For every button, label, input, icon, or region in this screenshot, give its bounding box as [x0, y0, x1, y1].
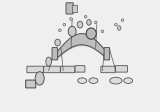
Circle shape: [59, 29, 61, 32]
FancyBboxPatch shape: [52, 48, 58, 60]
Ellipse shape: [124, 78, 133, 83]
Circle shape: [101, 30, 104, 33]
Circle shape: [115, 23, 117, 26]
FancyBboxPatch shape: [66, 3, 73, 14]
FancyBboxPatch shape: [72, 5, 78, 13]
Ellipse shape: [35, 72, 44, 85]
Ellipse shape: [78, 78, 87, 83]
Ellipse shape: [110, 77, 122, 84]
Ellipse shape: [55, 39, 60, 46]
Circle shape: [94, 21, 97, 24]
FancyBboxPatch shape: [104, 48, 110, 60]
Ellipse shape: [117, 26, 121, 30]
Ellipse shape: [89, 78, 98, 83]
FancyBboxPatch shape: [26, 80, 36, 88]
Circle shape: [63, 23, 66, 26]
FancyBboxPatch shape: [115, 66, 128, 72]
Circle shape: [70, 18, 72, 20]
Ellipse shape: [86, 28, 96, 39]
FancyBboxPatch shape: [101, 66, 115, 73]
Ellipse shape: [77, 21, 83, 28]
FancyBboxPatch shape: [75, 66, 85, 72]
Ellipse shape: [68, 26, 76, 36]
Ellipse shape: [46, 57, 52, 66]
Ellipse shape: [87, 20, 91, 25]
Circle shape: [121, 19, 124, 22]
FancyBboxPatch shape: [60, 66, 75, 73]
Circle shape: [84, 15, 87, 18]
FancyBboxPatch shape: [44, 66, 60, 73]
FancyBboxPatch shape: [27, 66, 44, 73]
